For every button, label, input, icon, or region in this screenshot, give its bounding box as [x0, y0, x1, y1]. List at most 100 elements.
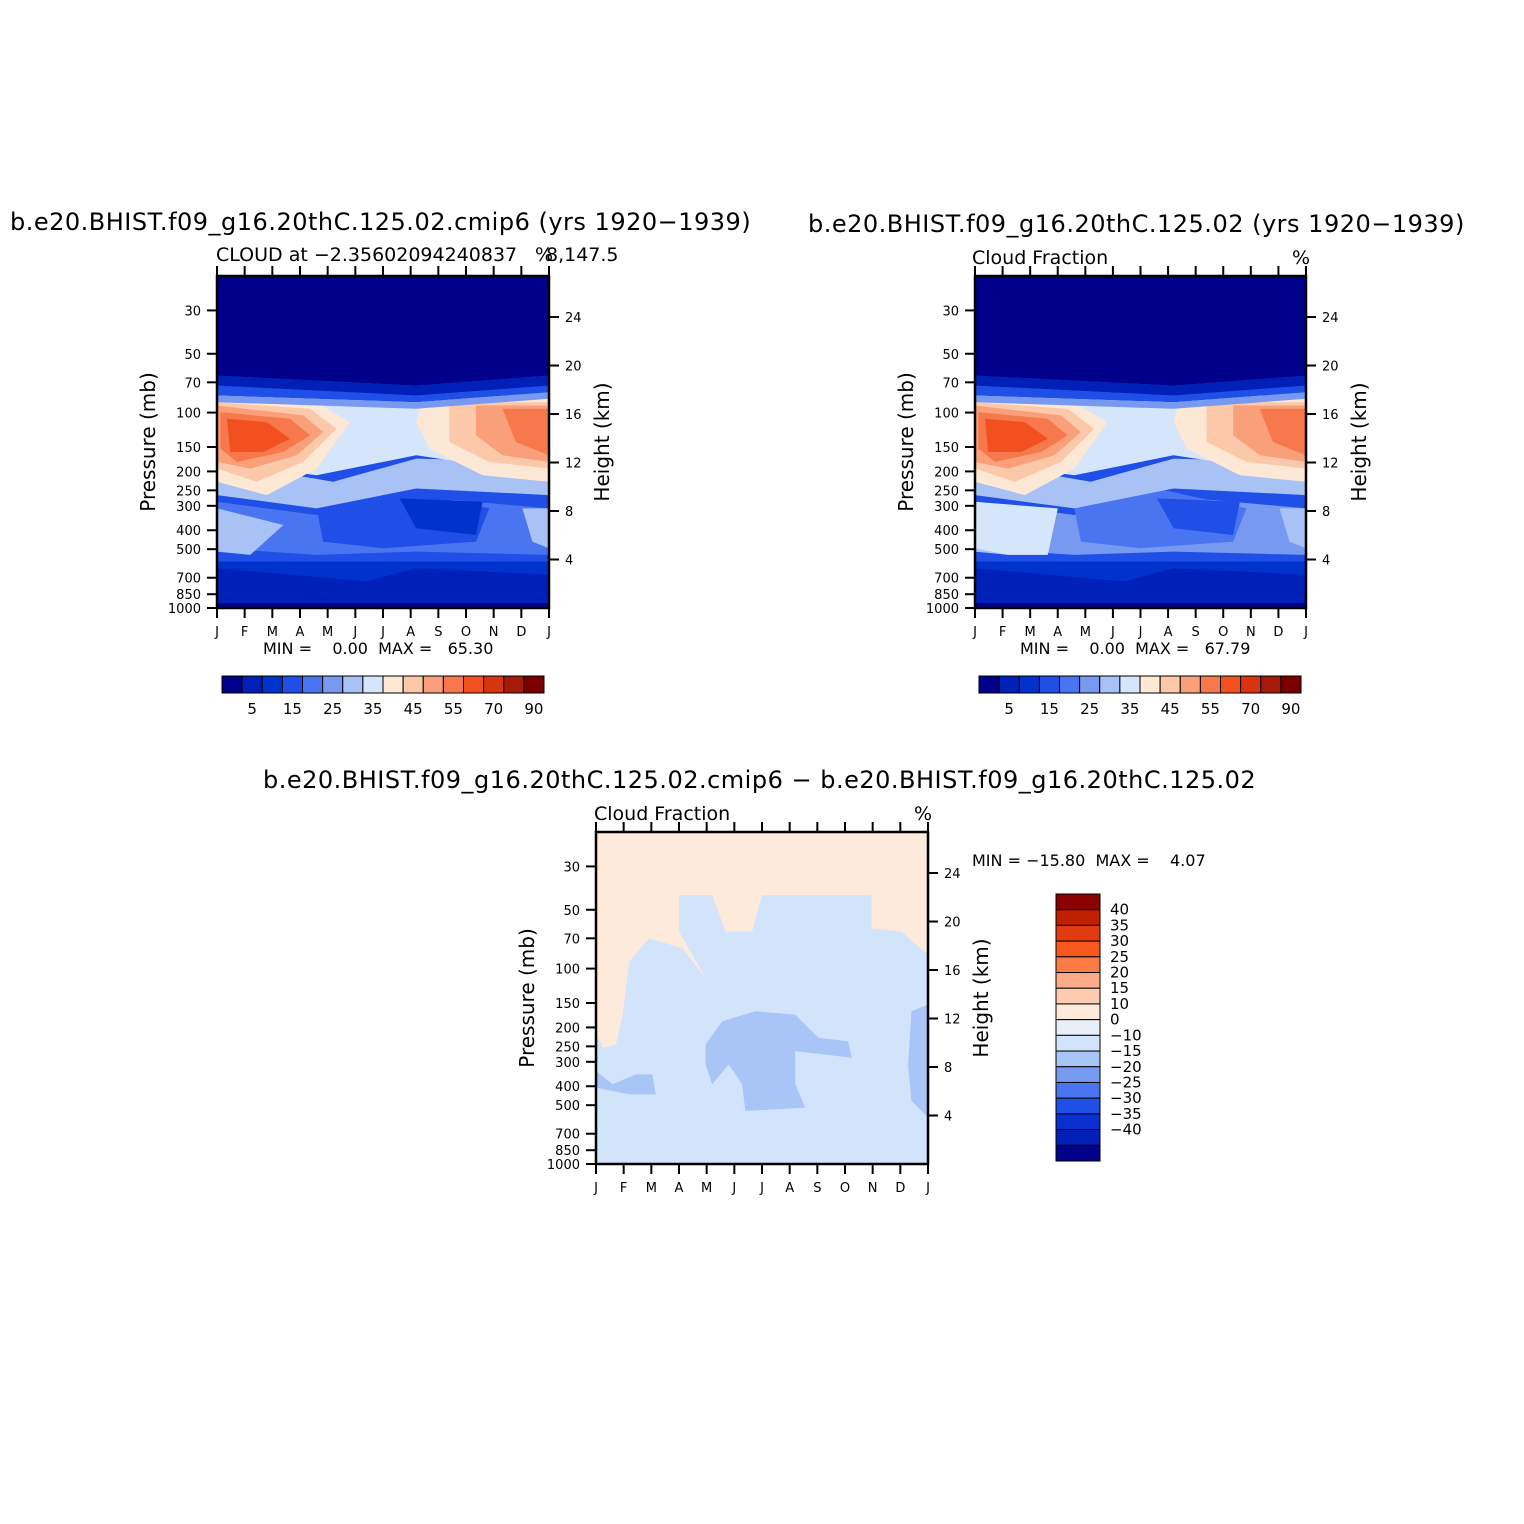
colorbar-swatch: [1055, 1113, 1101, 1131]
pressure-tick-label: 250: [934, 484, 959, 499]
colorbar-swatch: [1280, 675, 1302, 694]
month-tick-label: J: [925, 1181, 930, 1196]
colorbar-swatch: [1055, 1129, 1101, 1146]
colorbar-swatch: [1055, 1066, 1101, 1083]
pressure-tick-label: 150: [176, 441, 201, 456]
pressure-tick-label: 1000: [547, 1158, 580, 1173]
colorbar-label: 70: [1241, 700, 1260, 718]
colorbar-label: 15: [1040, 700, 1059, 718]
y-axis-label-right: Height (km): [1347, 382, 1371, 501]
month-tick-label: M: [701, 1181, 712, 1196]
pressure-tick-label: 30: [184, 304, 201, 319]
colorbar-label: −25: [1110, 1073, 1142, 1091]
contour-band: [984, 418, 1048, 452]
colorbar-swatch: [442, 675, 464, 694]
pressure-tick-label: 50: [942, 348, 959, 363]
colorbar-swatch: [1055, 924, 1101, 942]
contour-band: [596, 1071, 656, 1095]
panel1-minmax: MIN = 0.00 MAX = 65.30: [263, 639, 494, 658]
contour-band: [1259, 408, 1306, 456]
height-tick-label: 20: [1322, 360, 1339, 375]
colorbar-swatch: [1055, 1081, 1101, 1099]
colorbar-label: −35: [1110, 1105, 1142, 1123]
pressure-tick-label: 1000: [168, 602, 201, 617]
colorbar-swatch: [362, 675, 384, 694]
colorbar-label: 15: [283, 700, 302, 718]
colorbar-label: −30: [1110, 1089, 1142, 1107]
colorbar-swatch: [998, 675, 1020, 694]
pressure-tick-label: 700: [934, 572, 959, 587]
panel3-title: b.e20.BHIST.f09_g16.20thC.125.02.cmip6 −…: [263, 766, 1257, 794]
month-tick-label: N: [868, 1181, 878, 1196]
contour-band: [217, 392, 549, 409]
colorbar-swatch: [1055, 1097, 1101, 1115]
colorbar-swatch: [1260, 675, 1282, 694]
pressure-tick-label: 70: [184, 376, 201, 391]
y-axis-label-right: Height (km): [969, 938, 993, 1057]
colorbar-label: 15: [1110, 979, 1129, 997]
month-tick-label: M: [267, 625, 278, 640]
month-tick-label: M: [322, 625, 333, 640]
contour-band: [908, 1004, 928, 1118]
pressure-tick-label: 850: [176, 588, 201, 603]
month-tick-label: J: [214, 625, 219, 640]
y-axis-label: Pressure (mb): [136, 372, 160, 512]
colorbar-swatch: [402, 675, 424, 694]
colorbar-swatch: [978, 675, 1000, 694]
colorbar-label: 5: [1004, 700, 1014, 718]
colorbar-swatch: [1055, 909, 1101, 926]
colorbar-label: 45: [1161, 700, 1180, 718]
colorbar-swatch: [1159, 675, 1181, 694]
panel2-title: b.e20.BHIST.f09_g16.20thC.125.02 (yrs 19…: [808, 210, 1465, 238]
month-tick-label: A: [406, 625, 415, 640]
colorbar-swatch: [382, 675, 404, 694]
contour-band: [975, 392, 1306, 409]
contour-band: [975, 501, 1058, 555]
month-tick-label: O: [1218, 625, 1228, 640]
colorbar-swatch: [1119, 675, 1141, 694]
contour-band: [217, 276, 549, 386]
month-tick-label: D: [895, 1181, 905, 1196]
colorbar-label: 35: [1110, 916, 1129, 934]
colorbar-label: 0: [1110, 1011, 1120, 1029]
panel2-subtitle: Cloud Fraction: [972, 247, 1109, 269]
colorbar-label: 40: [1110, 901, 1129, 919]
month-tick-label: A: [296, 625, 305, 640]
month-tick-label: O: [461, 625, 471, 640]
panel1-subtitle-right: 8,147.5: [546, 244, 619, 266]
pressure-tick-label: 250: [176, 484, 201, 499]
contour-band: [975, 458, 1306, 509]
colorbar-swatch: [1240, 675, 1262, 694]
contour-band: [217, 568, 549, 605]
height-tick-label: 4: [1322, 554, 1330, 569]
month-tick-label: J: [759, 1181, 764, 1196]
colorbar-swatch: [1055, 972, 1101, 989]
contour-band: [522, 508, 549, 549]
height-tick-label: 24: [565, 311, 582, 326]
pressure-tick-label: 70: [942, 376, 959, 391]
colorbar-swatch: [281, 675, 303, 694]
month-tick-label: D: [1273, 625, 1283, 640]
colorbar-swatch: [1055, 1034, 1101, 1052]
panel1-title: b.e20.BHIST.f09_g16.20thC.125.02.cmip6 (…: [10, 208, 752, 236]
pressure-tick-label: 400: [176, 524, 201, 539]
colorbar-label: −10: [1110, 1026, 1142, 1044]
pressure-tick-label: 50: [563, 904, 580, 919]
panel2-units: %: [1292, 247, 1311, 269]
colorbar-swatch: [1199, 675, 1221, 694]
height-tick-label: 8: [944, 1061, 952, 1076]
colorbar-swatch: [1055, 940, 1101, 958]
month-tick-label: F: [999, 625, 1006, 640]
month-tick-label: F: [620, 1181, 627, 1196]
height-tick-label: 16: [1322, 408, 1339, 423]
contour-band: [975, 385, 1306, 403]
contour-band: [705, 1011, 852, 1111]
colorbar-swatch: [241, 675, 263, 694]
colorbar-label: 10: [1110, 995, 1129, 1013]
pressure-tick-label: 200: [555, 1021, 580, 1036]
height-tick-label: 24: [944, 867, 961, 882]
pressure-tick-label: 300: [934, 500, 959, 515]
